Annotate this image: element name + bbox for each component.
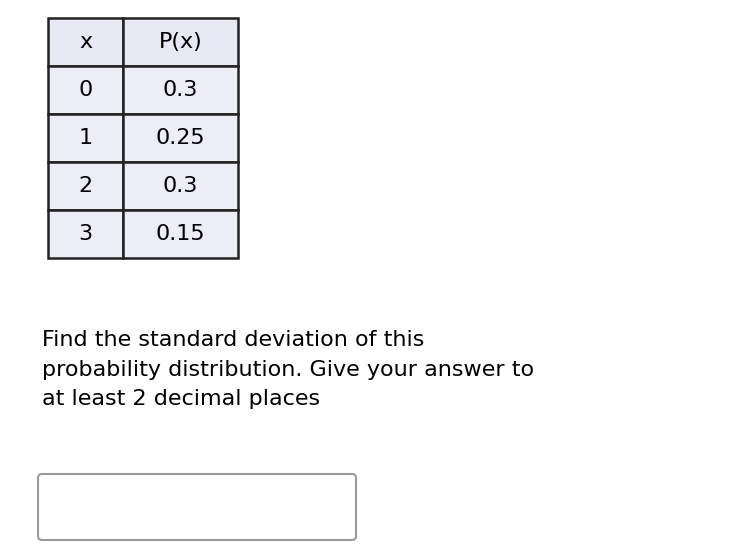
Text: P(x): P(x) (159, 32, 203, 52)
Text: 0: 0 (78, 80, 93, 100)
Text: 2: 2 (79, 176, 92, 196)
Text: 0.3: 0.3 (163, 176, 198, 196)
Bar (48, 66, 123, 114)
Text: 1: 1 (79, 128, 92, 148)
Text: Find the standard deviation of this
probability distribution. Give your answer t: Find the standard deviation of this prob… (42, 330, 534, 409)
Bar (123, 114, 238, 162)
Text: 0.3: 0.3 (163, 80, 198, 100)
Text: 3: 3 (79, 224, 92, 244)
Text: 0.15: 0.15 (156, 224, 206, 244)
Bar (123, 18, 238, 66)
Bar (48, 18, 123, 66)
FancyBboxPatch shape (38, 474, 356, 540)
Bar (48, 114, 123, 162)
Text: x: x (79, 32, 92, 52)
Bar (123, 66, 238, 114)
Bar (48, 162, 123, 210)
Text: 0.25: 0.25 (156, 128, 206, 148)
Bar (123, 162, 238, 210)
Bar (123, 210, 238, 258)
Bar (48, 210, 123, 258)
